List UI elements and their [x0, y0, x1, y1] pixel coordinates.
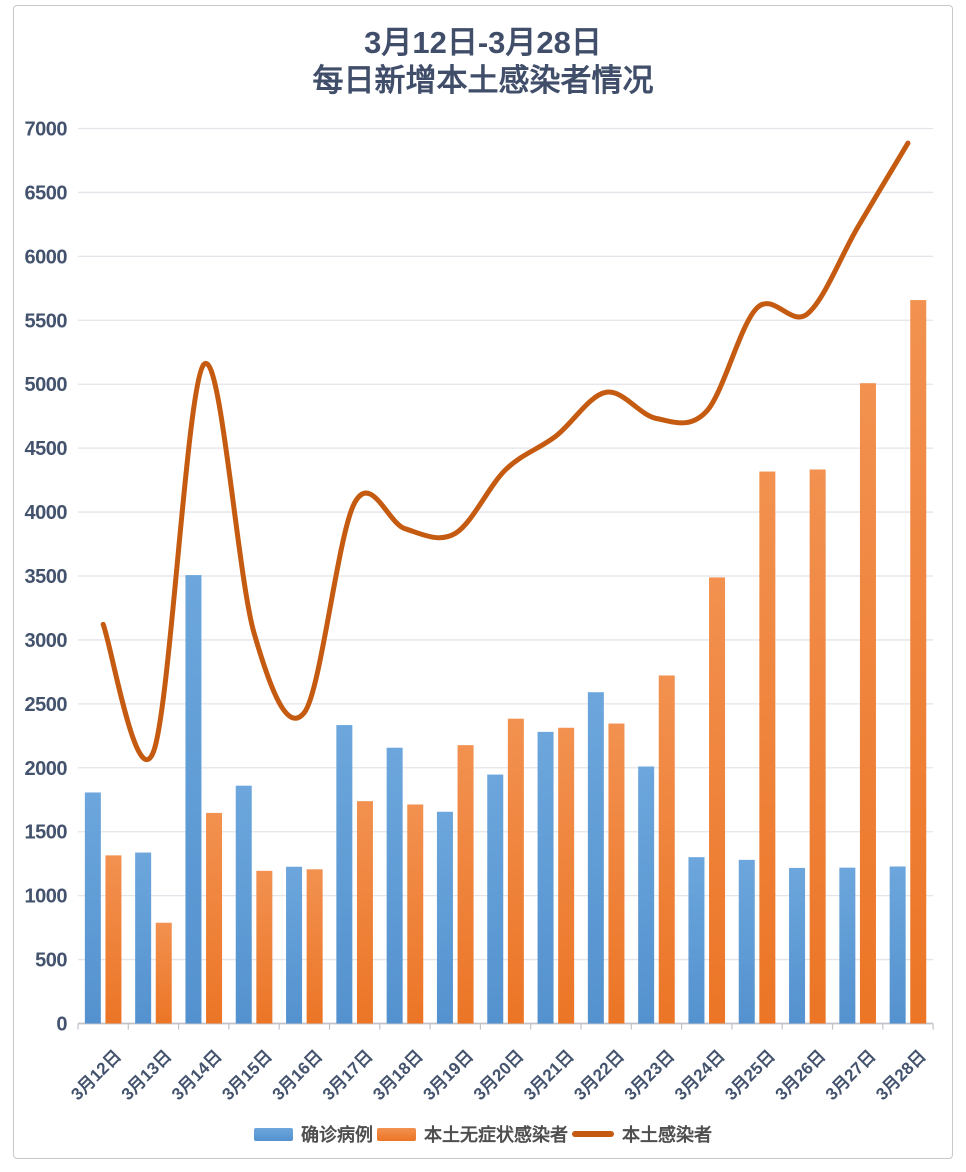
y-axis-label-500: 500: [35, 950, 67, 972]
x-axis-label-mar-17: 3月17日: [319, 1046, 377, 1104]
bar-asymptomatic-mar-22: [608, 723, 625, 1024]
y-axis-label-7000: 7000: [25, 119, 68, 141]
y-axis-label-4000: 4000: [25, 502, 68, 524]
y-axis-label-2500: 2500: [25, 694, 68, 716]
x-axis-label-mar-16: 3月16日: [269, 1046, 327, 1104]
y-axis-label-1500: 1500: [25, 822, 68, 844]
x-axis-label-mar-19: 3月19日: [420, 1046, 478, 1104]
y-axis-label-3500: 3500: [25, 566, 68, 588]
line-total-local-infections: [100, 140, 911, 763]
chart-title: 3月12日-3月28日 每日新增本土感染者情况: [0, 24, 966, 100]
bar-asymptomatic-mar-27: [859, 383, 876, 1024]
bar-confirmed-mar-15: [235, 785, 252, 1024]
bar-confirmed-mar-12: [84, 792, 101, 1024]
x-axis-label-mar-23: 3月23日: [621, 1046, 679, 1104]
bar-confirmed-mar-17: [336, 725, 353, 1024]
x-axis-label-mar-20: 3月20日: [470, 1046, 528, 1104]
bar-confirmed-mar-26: [789, 867, 806, 1024]
y-axis-label-0: 0: [56, 1014, 67, 1036]
y-axis-label-1000: 1000: [25, 886, 68, 908]
bar-confirmed-mar-18: [386, 747, 403, 1024]
x-axis-label-mar-21: 3月21日: [520, 1046, 578, 1104]
x-axis-label-mar-24: 3月24日: [671, 1046, 729, 1104]
legend-item-confirmed: 确诊病例: [254, 1121, 373, 1147]
x-axis-label-mar-25: 3月25日: [721, 1046, 779, 1104]
bar-asymptomatic-mar-19: [457, 745, 474, 1024]
x-axis-label-mar-15: 3月15日: [218, 1046, 276, 1104]
x-axis-label-mar-28: 3月28日: [872, 1046, 930, 1104]
x-axis-label-mar-18: 3月18日: [369, 1046, 427, 1104]
bar-confirmed-mar-24: [688, 857, 705, 1024]
bar-asymptomatic-mar-28: [910, 300, 927, 1024]
x-axis-label-mar-22: 3月22日: [570, 1046, 628, 1104]
bar-asymptomatic-mar-26: [809, 469, 826, 1024]
bar-asymptomatic-mar-24: [709, 577, 726, 1024]
x-axis-label-mar-13: 3月13日: [118, 1046, 176, 1104]
legend-swatch-blue-bar: [254, 1127, 293, 1141]
bar-confirmed-mar-28: [889, 866, 906, 1024]
y-axis-label-6000: 6000: [25, 246, 68, 268]
legend-label-asymptomatic: 本土无症状感染者: [424, 1125, 568, 1145]
legend-swatch-dark-orange-line: [572, 1131, 614, 1137]
legend-swatch-orange-bar: [377, 1127, 416, 1141]
x-axis-label-mar-12: 3月12日: [67, 1046, 125, 1104]
bar-confirmed-mar-14: [185, 575, 202, 1024]
x-axis-label-mar-14: 3月14日: [168, 1046, 226, 1104]
bar-confirmed-mar-19: [436, 811, 453, 1024]
y-axis-label-5000: 5000: [25, 374, 68, 396]
bar-asymptomatic-mar-18: [407, 804, 424, 1024]
bar-asymptomatic-mar-21: [558, 727, 575, 1024]
chart-legend: 确诊病例 本土无症状感染者 本土感染者: [0, 1120, 966, 1148]
bar-confirmed-mar-21: [537, 731, 554, 1024]
bar-confirmed-mar-25: [738, 859, 755, 1024]
y-axis-label-3000: 3000: [25, 630, 68, 652]
legend-label-confirmed: 确诊病例: [301, 1125, 373, 1145]
bar-asymptomatic-mar-25: [759, 471, 776, 1024]
bar-asymptomatic-mar-20: [507, 718, 524, 1024]
bar-asymptomatic-mar-16: [306, 869, 323, 1024]
bar-asymptomatic-mar-14: [206, 812, 223, 1024]
y-axis-label-6500: 6500: [25, 182, 68, 204]
x-axis-label-mar-26: 3月26日: [772, 1046, 830, 1104]
bar-asymptomatic-mar-23: [658, 675, 675, 1024]
bar-asymptomatic-mar-17: [356, 801, 373, 1024]
bar-confirmed-mar-13: [135, 852, 152, 1024]
chart-title-line2: 每日新增本土感染者情况: [312, 63, 654, 98]
bar-confirmed-mar-16: [286, 866, 303, 1024]
y-axis-label-5500: 5500: [25, 310, 68, 332]
bar-confirmed-mar-27: [839, 867, 856, 1024]
legend-label-total: 本土感染者: [622, 1125, 712, 1145]
legend-item-total: 本土感染者: [572, 1121, 712, 1147]
x-axis-label-mar-27: 3月27日: [822, 1046, 880, 1104]
legend-item-asymptomatic: 本土无症状感染者: [377, 1121, 568, 1147]
bar-asymptomatic-mar-13: [155, 922, 172, 1024]
bar-confirmed-mar-22: [587, 692, 604, 1024]
bar-confirmed-mar-23: [638, 766, 655, 1024]
y-axis-label-4500: 4500: [25, 438, 68, 460]
bar-confirmed-mar-20: [487, 774, 504, 1024]
y-axis-label-2000: 2000: [25, 758, 68, 780]
chart-title-line1: 3月12日-3月28日: [364, 25, 602, 60]
bar-asymptomatic-mar-15: [256, 870, 273, 1024]
bar-asymptomatic-mar-12: [105, 855, 122, 1024]
